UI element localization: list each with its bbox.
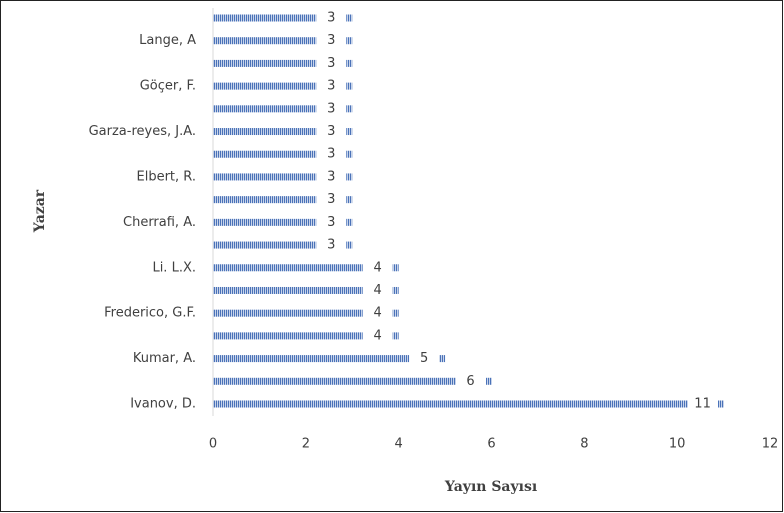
value-label: 3 <box>327 11 335 26</box>
bar <box>213 332 399 340</box>
y-tick-label: Li. L.X. <box>152 260 196 275</box>
value-label: 4 <box>374 328 382 343</box>
label-bg <box>362 283 393 298</box>
value-label: 3 <box>327 238 335 253</box>
bar <box>213 286 399 294</box>
bar <box>213 377 492 385</box>
label-bg <box>316 238 347 253</box>
bar <box>213 400 724 408</box>
label-bg <box>409 351 440 366</box>
y-tick-label: Garza-reyes, J.A. <box>89 124 196 139</box>
label-bg <box>362 306 393 321</box>
value-label: 6 <box>466 374 474 389</box>
label-bg <box>316 124 347 139</box>
x-tick-label: 4 <box>395 437 403 452</box>
x-tick-label: 6 <box>487 437 495 452</box>
label-bg <box>316 11 347 25</box>
bar <box>213 241 353 249</box>
label-bg <box>455 374 486 389</box>
bar <box>213 309 399 317</box>
y-tick-label: Kumar, A. <box>133 351 196 366</box>
value-label: 3 <box>327 124 335 139</box>
x-axis-title: Yayın Sayısı <box>444 479 537 495</box>
label-bg <box>362 260 393 275</box>
bar <box>213 37 353 45</box>
label-bg <box>316 192 347 207</box>
y-tick-label: Elbert, R. <box>137 169 196 184</box>
bar <box>213 59 353 67</box>
y-tick-label: Frederico, G.F. <box>104 306 196 321</box>
value-label: 11 <box>694 397 711 412</box>
value-label: 3 <box>327 192 335 207</box>
value-label: 3 <box>327 79 335 94</box>
bar <box>213 196 353 204</box>
label-bg <box>316 215 347 230</box>
y-tick-label: Cherrafi, A. <box>123 215 196 230</box>
label-bg <box>316 169 347 184</box>
label-bg <box>316 33 347 48</box>
value-label: 4 <box>374 283 382 298</box>
value-label: 4 <box>374 260 382 275</box>
y-tick-label: Ivanov, D. <box>130 397 196 412</box>
x-tick-label: 12 <box>762 437 779 452</box>
x-tick-label: 0 <box>209 437 217 452</box>
bar <box>213 218 353 226</box>
bar <box>213 264 399 272</box>
label-bg <box>316 101 347 116</box>
value-label: 3 <box>327 215 335 230</box>
y-tick-label: Lange, A <box>139 33 196 48</box>
bar <box>213 14 353 22</box>
value-label: 3 <box>327 101 335 116</box>
value-label: 3 <box>327 56 335 71</box>
y-axis-title: Yazar <box>32 189 48 233</box>
x-tick-label: 10 <box>669 437 686 452</box>
bar <box>213 150 353 158</box>
x-tick-label: 8 <box>580 437 588 452</box>
label-bg <box>316 79 347 94</box>
label-bg <box>316 147 347 162</box>
value-label: 3 <box>327 169 335 184</box>
bar <box>213 128 353 136</box>
value-label: 3 <box>327 147 335 162</box>
label-bg <box>362 328 393 343</box>
value-label: 5 <box>420 351 428 366</box>
label-bg <box>687 397 718 411</box>
y-tick-label: Göçer, F. <box>140 79 196 94</box>
bar <box>213 355 446 363</box>
bar <box>213 82 353 90</box>
label-bg <box>316 56 347 71</box>
value-label: 3 <box>327 33 335 48</box>
bar <box>213 105 353 113</box>
value-label: 4 <box>374 306 382 321</box>
x-tick-label: 2 <box>302 437 310 452</box>
bar <box>213 173 353 181</box>
